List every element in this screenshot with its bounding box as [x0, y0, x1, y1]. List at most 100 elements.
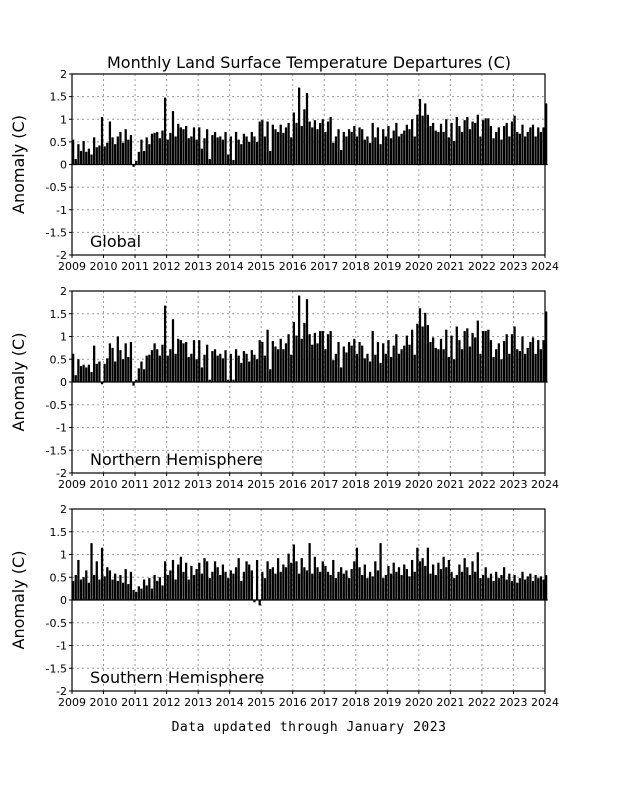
bar	[213, 561, 217, 600]
bar	[410, 329, 414, 382]
bar	[242, 351, 246, 382]
y-tick-label: -2	[56, 249, 67, 262]
bar	[389, 573, 393, 600]
bar	[229, 136, 232, 165]
y-tick-label: 0.5	[50, 353, 68, 366]
y-tick-label: 1	[60, 331, 67, 344]
bar	[460, 571, 464, 600]
bar	[408, 576, 411, 600]
bar	[521, 571, 524, 600]
bar	[510, 121, 514, 165]
bar	[340, 367, 343, 382]
bar	[148, 578, 151, 600]
bar	[410, 559, 414, 600]
bar	[313, 120, 317, 165]
bar	[219, 574, 222, 600]
bar	[245, 136, 248, 165]
bar	[387, 340, 390, 382]
bar	[132, 382, 135, 386]
bar	[334, 136, 338, 165]
bar	[158, 138, 161, 165]
bar	[471, 332, 474, 382]
x-tick-label: 2012	[153, 696, 181, 709]
bar	[132, 164, 135, 167]
bar	[455, 116, 458, 165]
bar	[108, 570, 112, 600]
bar	[455, 326, 458, 382]
bar	[363, 139, 366, 165]
bar	[111, 579, 114, 600]
bar	[127, 356, 130, 382]
x-tick-label: 2022	[468, 696, 496, 709]
bar	[198, 127, 201, 165]
bar	[326, 121, 330, 165]
bar	[513, 115, 516, 165]
bar	[232, 379, 235, 382]
bar	[106, 358, 109, 382]
bar	[379, 362, 382, 382]
bar	[497, 127, 500, 165]
y-tick-label: 1.5	[50, 91, 68, 104]
bar	[487, 578, 490, 600]
bar	[531, 580, 535, 600]
bar	[153, 132, 156, 165]
bar	[187, 579, 190, 600]
bar	[474, 571, 477, 600]
bar	[150, 133, 154, 165]
bar	[308, 543, 311, 600]
bar	[326, 571, 330, 600]
bar	[82, 364, 85, 382]
bar	[361, 574, 364, 600]
bar	[127, 139, 130, 165]
bar	[179, 127, 182, 165]
x-tick-label: 2013	[184, 260, 212, 273]
bar	[237, 558, 240, 600]
bar	[429, 126, 432, 165]
bar	[166, 574, 169, 600]
bar	[432, 122, 435, 165]
bar	[447, 137, 451, 165]
y-tick-label: -0.5	[46, 399, 67, 412]
bar	[137, 586, 140, 600]
bar	[227, 379, 230, 382]
bar	[145, 585, 148, 600]
bar	[426, 325, 430, 382]
bar	[224, 571, 227, 600]
bar	[219, 136, 222, 165]
bar	[271, 124, 274, 165]
bar	[106, 142, 109, 165]
bar	[258, 340, 261, 382]
bar	[355, 547, 359, 600]
x-tick-label: 2012	[153, 478, 181, 491]
bar	[321, 561, 324, 600]
bar	[319, 122, 322, 165]
y-tick-label: -2	[56, 685, 67, 698]
x-tick-label: 2024	[531, 696, 559, 709]
x-tick-label: 2017	[310, 260, 338, 273]
bar	[340, 150, 343, 165]
y-tick-label: 2	[60, 68, 67, 81]
bar	[74, 375, 77, 382]
bar	[297, 87, 301, 165]
bar	[300, 338, 303, 382]
y-tick-label: 1	[60, 113, 67, 126]
bar	[376, 127, 380, 165]
bar	[345, 352, 348, 382]
bar	[203, 138, 206, 165]
bar	[271, 341, 274, 382]
bar	[137, 368, 140, 382]
bar	[287, 334, 290, 382]
bar	[316, 129, 319, 165]
bar	[432, 337, 435, 382]
bar	[537, 578, 540, 600]
bar	[466, 567, 469, 600]
bar	[421, 326, 424, 382]
bar	[334, 353, 338, 382]
bar	[437, 349, 440, 382]
bar	[174, 353, 177, 382]
bar	[442, 131, 445, 165]
bar	[85, 570, 88, 600]
bar	[103, 576, 106, 600]
